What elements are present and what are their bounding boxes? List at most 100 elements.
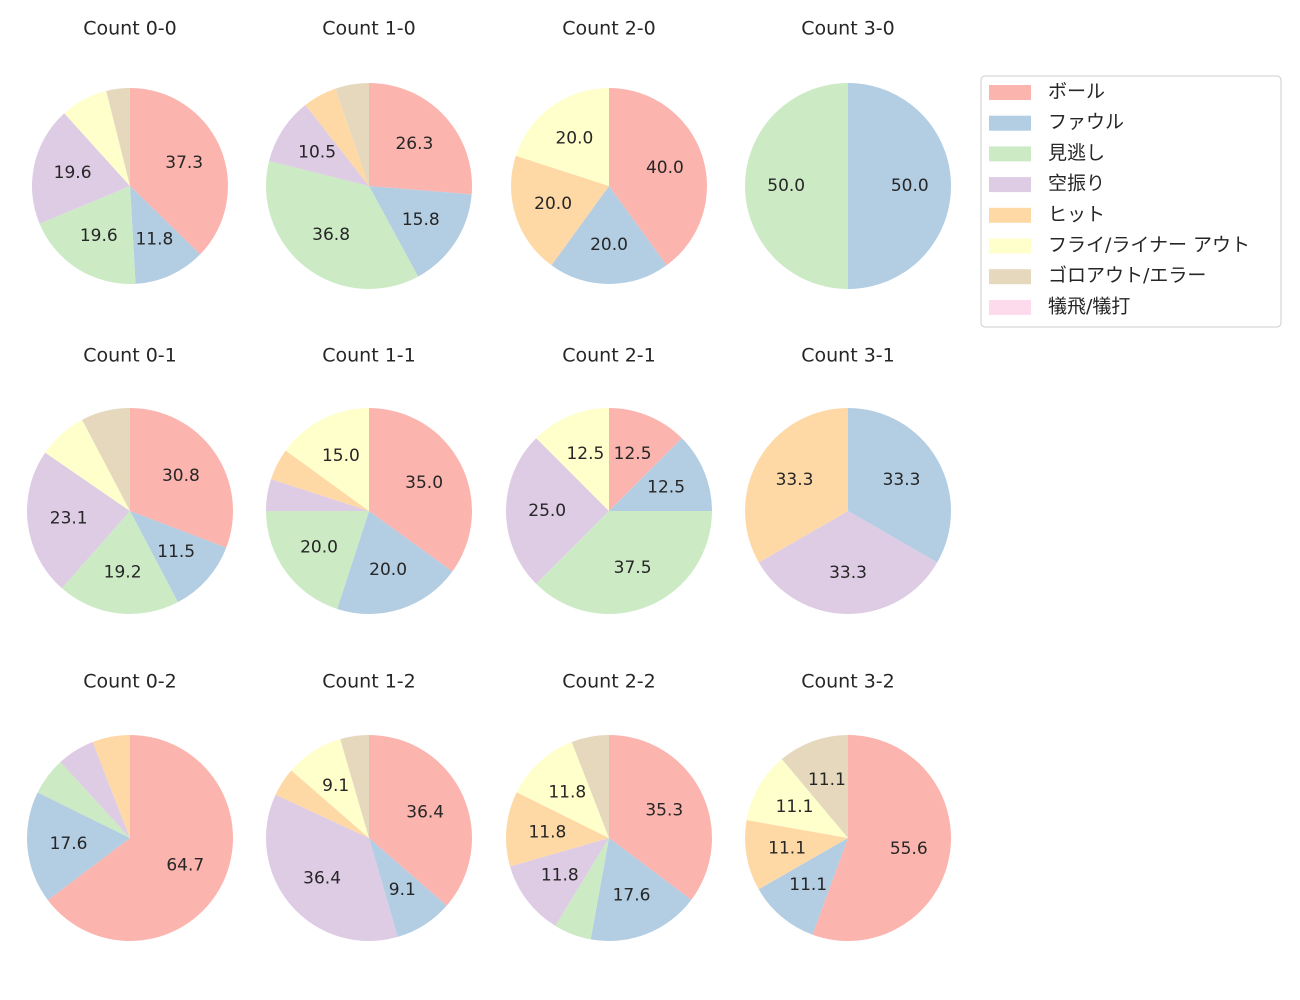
pie-title: Count 1-1: [322, 345, 416, 367]
pie-slice: [609, 735, 713, 900]
pie-slice: [848, 408, 951, 563]
legend-swatch: [989, 207, 1031, 223]
pie-slice-label: 37.5: [614, 558, 652, 578]
pie-slice-label: 15.0: [322, 446, 360, 466]
pie-slice-label: 20.0: [555, 128, 593, 148]
pie-slice: [335, 83, 369, 186]
pie-slice: [47, 735, 234, 941]
pie-slice: [536, 408, 609, 511]
pie-slice: [515, 88, 609, 186]
legend-swatch: [989, 146, 1031, 162]
pie-panel: Count 2-0 40.0 20.0 20.0 20.0: [511, 18, 707, 284]
legend-label: ボール: [1048, 81, 1105, 103]
pie-slice: [266, 161, 419, 289]
pie-slice: [609, 408, 682, 511]
pie-slice: [130, 88, 228, 255]
pie-panel: Count 1-0 26.3 15.8 36.8 10.5: [266, 18, 473, 289]
pie-slice-label: 36.4: [303, 868, 341, 888]
pie-slice: [291, 739, 369, 838]
legend-item: 空振り: [989, 173, 1105, 195]
legend-item: ゴロアウト/エラー: [989, 265, 1206, 287]
pie-slice-label: 20.0: [300, 537, 338, 557]
pie-slice: [506, 792, 609, 867]
pie-slice-label: 37.3: [165, 153, 203, 173]
legend-item: 見逃し: [989, 142, 1105, 164]
pie-panel: Count 0-0 37.3 11.8 19.6 19.6: [32, 18, 228, 284]
pie-slice: [744, 819, 848, 890]
legend-swatch: [989, 115, 1031, 131]
pie-slice: [130, 511, 227, 603]
pie-slice-label: 15.8: [402, 210, 440, 230]
pie-slice: [369, 838, 447, 937]
pie-slice-label: 17.6: [613, 886, 651, 906]
legend-label: フライ/ライナー アウト: [1048, 234, 1250, 256]
pie-slice: [275, 770, 369, 838]
pie-slice: [369, 735, 473, 906]
legend-label: 見逃し: [1048, 142, 1105, 164]
pie-title: Count 1-0: [322, 18, 416, 40]
pie-title: Count 3-0: [801, 18, 895, 40]
legend-item: ファウル: [989, 111, 1124, 133]
pie-panels: Count 0-0 37.3 11.8 19.6 19.6 Count 1-0 26.3 15…: [27, 18, 951, 942]
legend-item: フライ/ライナー アウト: [989, 234, 1250, 256]
pie-slice-label: 26.3: [395, 134, 433, 154]
pie-slice: [130, 186, 201, 284]
pie-slice-label: 33.3: [776, 470, 814, 490]
pie-slice-label: 36.4: [406, 802, 444, 822]
pie-slice: [609, 438, 712, 511]
pie-slice: [745, 408, 848, 563]
pie-panel: Count 3-0 50.0 50.0: [745, 18, 951, 289]
pie-slice: [27, 792, 130, 901]
pie-slice-label: 19.2: [104, 562, 142, 582]
legend-label: ファウル: [1048, 111, 1124, 133]
legend-swatch: [989, 85, 1031, 100]
pie-slice: [45, 419, 130, 511]
pie-panel: Count 1-1 35.0 20.0 20.0 15.0: [266, 345, 472, 615]
pie-slice-label: 12.5: [566, 444, 604, 464]
pie-slice: [758, 511, 938, 614]
pie-slice: [609, 88, 707, 266]
legend-item: ヒット: [989, 203, 1105, 225]
pie-slice-label: 11.1: [776, 797, 814, 817]
pie-slice: [812, 735, 951, 941]
pie-slice: [745, 83, 848, 289]
pie-slice: [369, 186, 472, 277]
pie-slice-label: 11.8: [528, 823, 566, 843]
pie-slice-label: 9.1: [389, 880, 416, 900]
pie-slice: [506, 438, 609, 584]
pie-slice-label: 35.3: [645, 800, 683, 820]
pie-title: Count 2-0: [562, 18, 656, 40]
pie-slice-label: 55.6: [890, 839, 928, 859]
legend-item: ボール: [989, 81, 1105, 103]
pie-title: Count 0-2: [83, 671, 177, 693]
pie-slice: [555, 838, 609, 940]
pie-slice: [265, 794, 398, 942]
pie-slice-label: 40.0: [646, 158, 684, 178]
pie-slice-label: 19.6: [80, 226, 118, 246]
pie-slice-label: 25.0: [528, 501, 566, 521]
pie-slice-label: 23.1: [50, 509, 88, 529]
pie-slice: [39, 186, 136, 284]
pie-slice: [590, 838, 692, 942]
pie-slice: [340, 735, 369, 838]
legend-swatch: [989, 269, 1031, 285]
pie-slice: [369, 408, 472, 572]
pie-slice: [266, 479, 369, 511]
pie-slice: [571, 735, 609, 838]
pie-slice-label: 50.0: [767, 176, 805, 196]
pie-slice: [130, 407, 234, 548]
pie-slice: [266, 511, 369, 609]
pie-slice-label: 17.6: [50, 834, 88, 854]
pie-slice-label: 10.5: [298, 142, 336, 162]
pie-slice-label: 11.1: [768, 839, 806, 859]
pie-slice-label: 20.0: [590, 235, 628, 255]
pie-panel: Count 0-1 30.8 11.5 19.2 23.1: [27, 345, 234, 615]
pie-slice-label: 11.8: [135, 230, 173, 250]
legend-swatch: [989, 177, 1031, 193]
pie-slice: [511, 155, 609, 266]
pie-title: Count 3-1: [801, 345, 895, 367]
legend-label: ヒット: [1048, 203, 1105, 225]
pie-slice-label: 64.7: [166, 856, 204, 876]
